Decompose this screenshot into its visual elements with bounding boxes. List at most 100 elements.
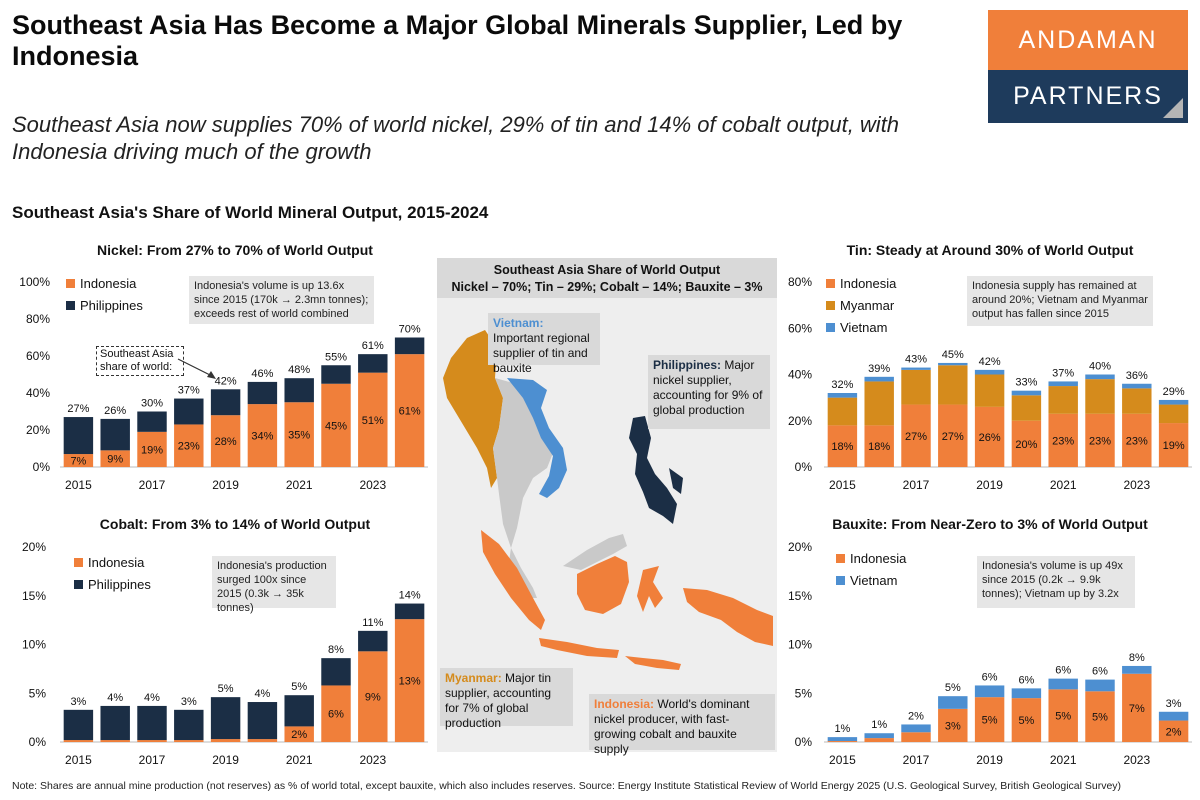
sumatra-shape xyxy=(481,530,545,630)
bauxite-total-label: 6% xyxy=(1018,674,1034,686)
philippines-callout-text: Major nickel supplier, accounting for 9%… xyxy=(653,358,763,417)
nickel-y-tick-label: 0% xyxy=(33,460,51,474)
bauxite-segment-label: 7% xyxy=(1129,703,1145,715)
nickel-y-tick-label: 60% xyxy=(26,349,50,363)
logo-line-1: ANDAMAN xyxy=(988,10,1188,70)
tin-segment-label: 23% xyxy=(1126,435,1148,447)
tin-bar-vietnam-2024 xyxy=(1158,399,1189,405)
tin-total-label: 32% xyxy=(831,379,853,391)
bauxite-bar-vietnam-2017 xyxy=(901,724,931,733)
nickel-bar-indonesia-2022 xyxy=(321,383,351,467)
tin-segment-label: 23% xyxy=(1089,435,1111,447)
nickel-legend-label: Philippines xyxy=(80,298,143,313)
cobalt-bar-indonesia-2018 xyxy=(174,740,204,742)
nickel-bar-indonesia-2016 xyxy=(100,450,130,467)
tin-segment-label: 27% xyxy=(905,431,927,443)
tin-x-tick-label: 2023 xyxy=(1123,478,1150,492)
myanmar-shape xyxy=(443,330,503,488)
philippines-callout-name: Philippines: xyxy=(653,358,722,372)
tin-bar-indonesia-2018 xyxy=(938,404,968,467)
cobalt-total-label: 5% xyxy=(291,681,307,693)
cobalt-x-tick-label: 2017 xyxy=(139,753,166,767)
tin-legend-swatch xyxy=(826,301,835,310)
nickel-total-label: 26% xyxy=(104,405,126,417)
tin-bar-myanmar-2020 xyxy=(1011,395,1042,421)
bauxite-y-tick-label: 5% xyxy=(795,686,813,700)
logo-line-2: PARTNERS xyxy=(988,70,1188,123)
tin-y-tick-label: 40% xyxy=(788,368,812,382)
philippines-shape xyxy=(629,416,683,524)
nickel-total-label: 37% xyxy=(178,385,200,397)
philippines-callout: Philippines: Major nickel supplier, acco… xyxy=(648,355,770,429)
nickel-bar-indonesia-2015 xyxy=(63,454,94,467)
bauxite-total-label: 1% xyxy=(871,719,887,731)
cobalt-x-tick-label: 2015 xyxy=(65,753,92,767)
tin-segment-label: 23% xyxy=(1052,435,1074,447)
cobalt-x-tick-label: 2021 xyxy=(286,753,313,767)
cobalt-bar-philippines-2015 xyxy=(63,709,94,741)
bauxite-bar-vietnam-2024 xyxy=(1158,711,1189,721)
bauxite-bar-vietnam-2019 xyxy=(974,685,1005,698)
tin-bar-vietnam-2022 xyxy=(1085,374,1115,380)
tin-bar-myanmar-2022 xyxy=(1085,379,1115,414)
tin-bar-indonesia-2016 xyxy=(864,425,894,467)
tin-bar-myanmar-2015 xyxy=(827,397,858,426)
cobalt-total-label: 3% xyxy=(181,696,197,708)
tin-bar-indonesia-2019 xyxy=(974,406,1005,467)
bauxite-segment-label: 5% xyxy=(1018,715,1034,727)
bauxite-chart-title: Bauxite: From Near-Zero to 3% of World O… xyxy=(832,516,1148,532)
cobalt-chart: 0% 5% 10% 15% 20% 3% 4% 4% 3% 5% 4% 2% 5% 6% 8% 9% 11% 13… xyxy=(22,540,428,767)
tin-x-tick-label: 2021 xyxy=(1050,478,1077,492)
cobalt-legend-label: Indonesia xyxy=(88,555,145,570)
tin-total-label: 43% xyxy=(905,354,927,366)
nickel-bar-philippines-2017 xyxy=(137,411,167,432)
tin-y-tick-label: 0% xyxy=(795,460,813,474)
cobalt-chart-title: Cobalt: From 3% to 14% of World Output xyxy=(99,516,371,532)
tin-legend-label: Myanmar xyxy=(840,298,895,313)
nickel-bar-indonesia-2019 xyxy=(210,415,241,467)
tin-segment-label: 27% xyxy=(942,431,964,443)
bauxite-total-label: 1% xyxy=(834,723,850,735)
bauxite-bar-indonesia-2020 xyxy=(1011,698,1042,742)
bauxite-legend-swatch xyxy=(836,554,845,563)
tin-y-tick-label: 60% xyxy=(788,321,812,335)
tin-bar-indonesia-2023 xyxy=(1122,413,1152,467)
tin-bar-indonesia-2021 xyxy=(1048,413,1078,467)
logo-triangle-icon xyxy=(1163,98,1183,118)
nickel-segment-label: 28% xyxy=(215,436,237,448)
indonesia-callout: Indonesia: World's dominant nickel produ… xyxy=(589,694,775,756)
cobalt-bar-indonesia-2019 xyxy=(210,739,241,742)
tin-bar-myanmar-2016 xyxy=(864,381,894,426)
nickel-total-label: 46% xyxy=(251,368,273,380)
tin-bar-vietnam-2023 xyxy=(1122,383,1152,389)
cobalt-bar-indonesia-2015 xyxy=(63,740,94,742)
tin-bar-myanmar-2024 xyxy=(1158,404,1189,424)
nickel-x-tick-label: 2015 xyxy=(65,478,92,492)
tin-chart: 0% 20% 40% 60% 80% 18% 32% 18% 39% 27% 43% 27% 45% 26… xyxy=(788,275,1192,492)
tin-segment-label: 20% xyxy=(1015,439,1037,451)
nickel-bar-indonesia-2023 xyxy=(358,372,388,467)
cobalt-y-tick-label: 15% xyxy=(22,589,46,603)
kalimantan-shape xyxy=(577,556,629,614)
tin-total-label: 42% xyxy=(979,356,1001,368)
tin-note: Indonesia supply has remained at around … xyxy=(967,276,1153,326)
nickel-segment-label: 51% xyxy=(362,415,384,427)
malay-peninsula-shape xyxy=(509,548,537,598)
bauxite-bar-vietnam-2022 xyxy=(1085,679,1115,692)
tin-legend-label: Indonesia xyxy=(840,276,897,291)
east-malaysia-shape xyxy=(563,534,627,570)
bauxite-segment-label: 3% xyxy=(945,720,961,732)
map-header: Southeast Asia Share of World Output Nic… xyxy=(437,258,777,298)
nusa-tenggara-shape xyxy=(625,656,681,670)
cobalt-bar-indonesia-2017 xyxy=(137,740,167,742)
bauxite-bar-indonesia-2022 xyxy=(1085,691,1115,742)
cobalt-total-label: 5% xyxy=(218,683,234,695)
cobalt-legend-label: Philippines xyxy=(88,577,151,592)
bauxite-x-tick-label: 2019 xyxy=(976,753,1003,767)
cobalt-bar-philippines-2019 xyxy=(210,697,241,740)
sulawesi-shape xyxy=(637,566,663,612)
cobalt-segment-label: 13% xyxy=(399,676,421,688)
tin-bar-vietnam-2015 xyxy=(827,393,858,398)
nickel-segment-label: 7% xyxy=(70,456,86,468)
nickel-segment-label: 61% xyxy=(399,406,421,418)
